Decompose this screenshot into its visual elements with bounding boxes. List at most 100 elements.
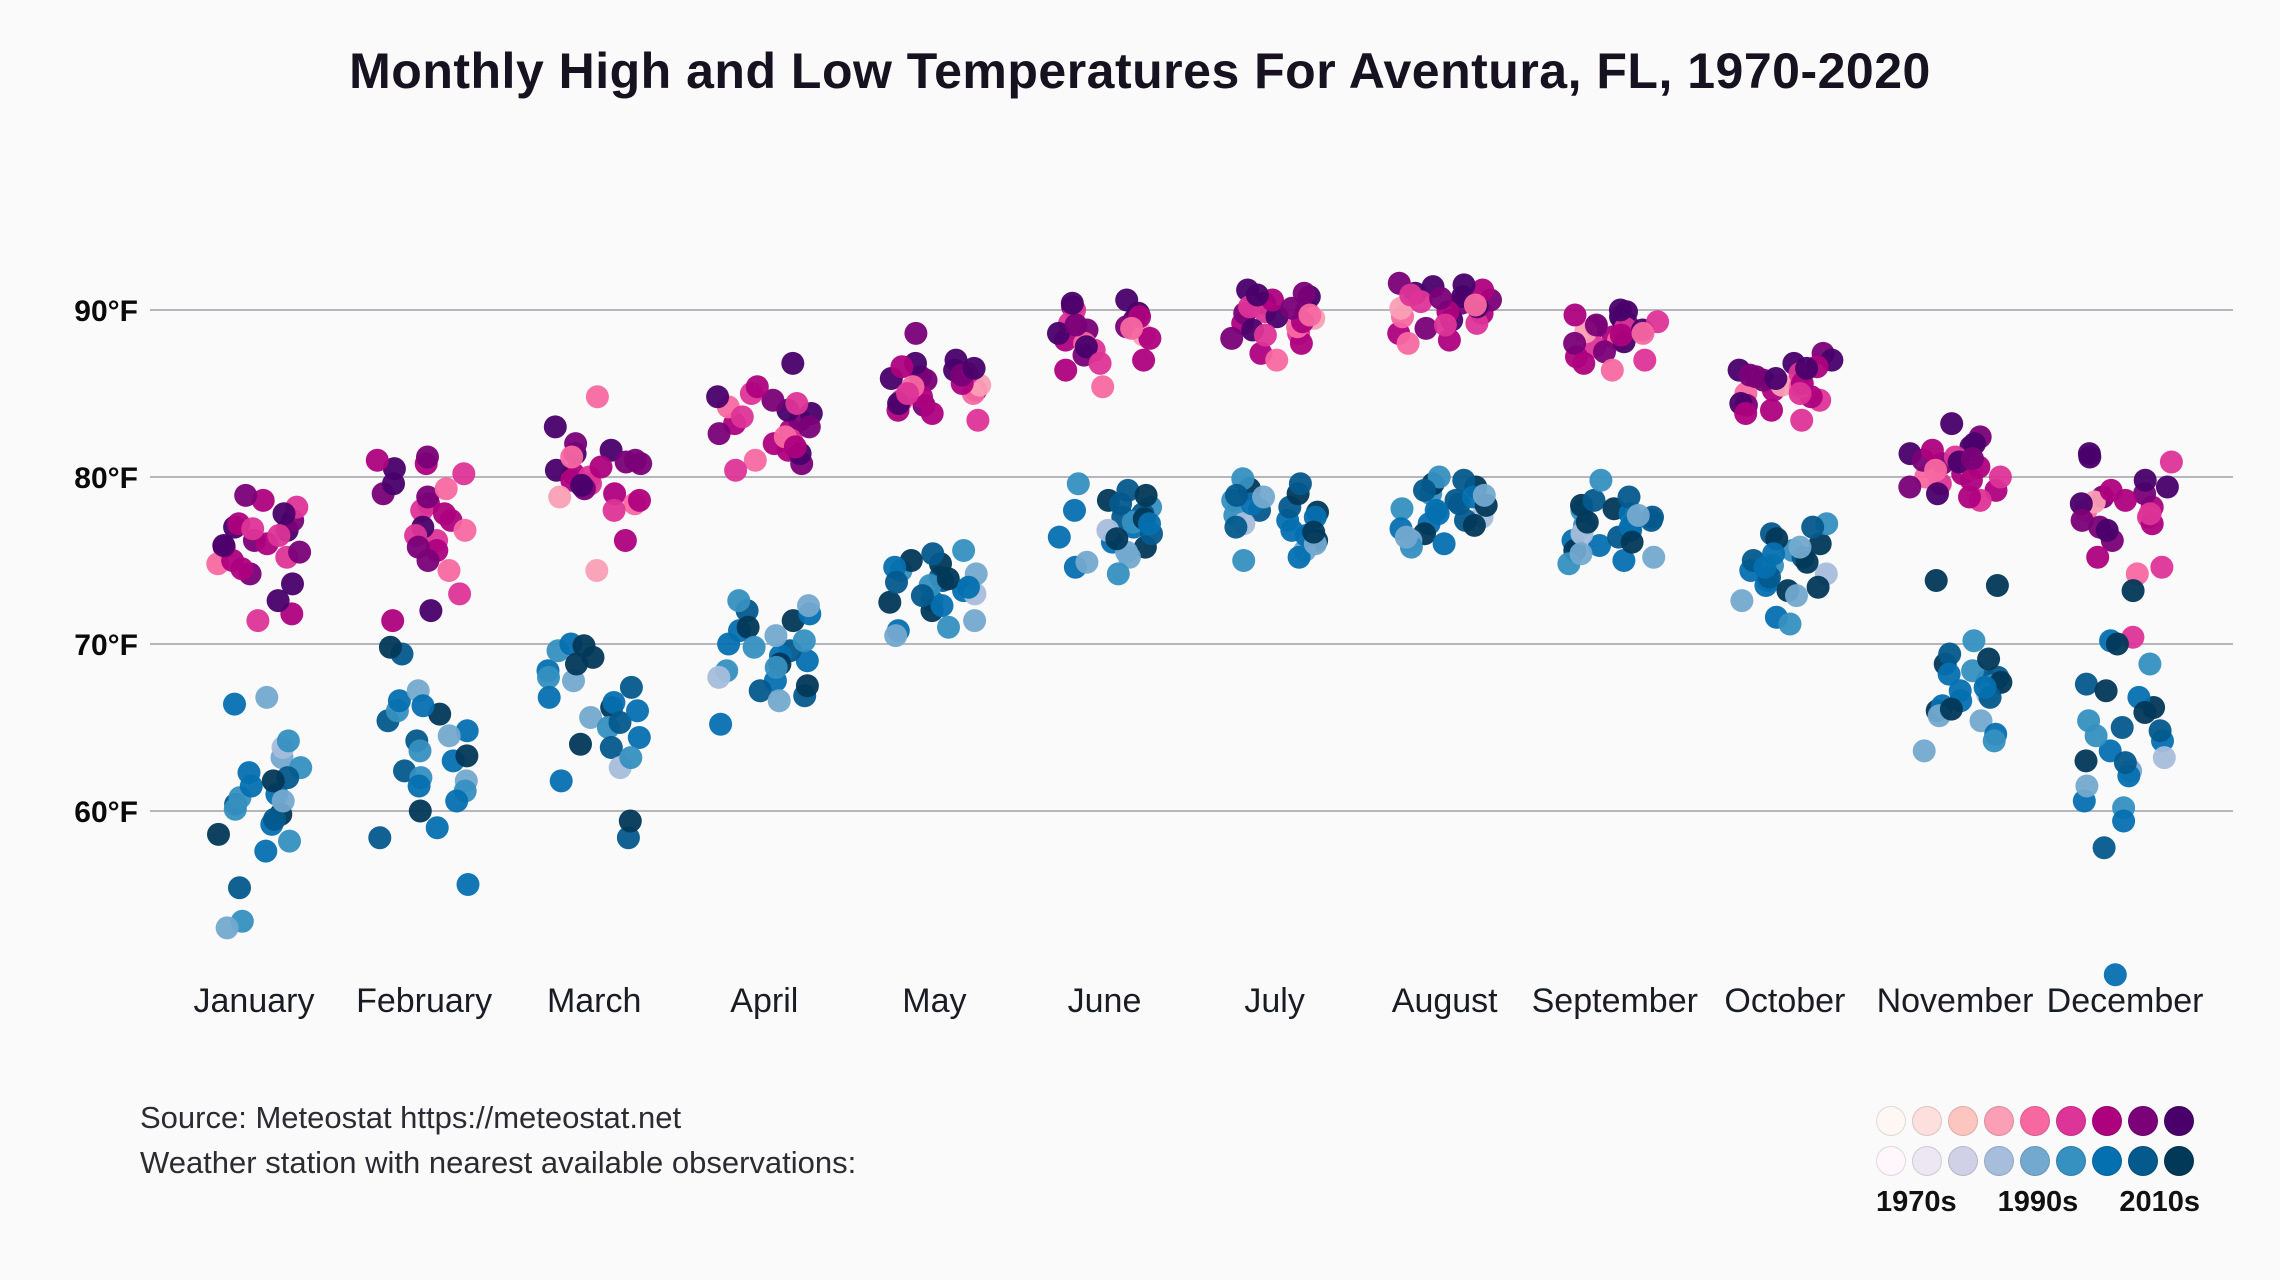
x-axis-label: August — [1392, 982, 1498, 1020]
legend-low-swatch — [2092, 1146, 2122, 1176]
data-point-high — [1920, 438, 1944, 462]
data-point-low — [368, 826, 392, 850]
data-point-low — [2075, 774, 2099, 798]
data-point-high — [448, 582, 472, 606]
y-axis-tick-label: 70°F — [74, 629, 138, 662]
data-point-low — [1427, 465, 1451, 489]
data-point-low — [2074, 749, 2098, 773]
data-point-low — [937, 615, 960, 639]
legend-low-swatch — [2020, 1146, 2050, 1176]
data-point-high — [1795, 356, 1819, 380]
data-point-high — [1788, 382, 1812, 405]
data-point-low — [795, 649, 819, 673]
data-point-high — [1132, 348, 1156, 372]
data-point-low — [619, 746, 643, 770]
data-point-low — [792, 629, 816, 653]
data-point-high — [2095, 518, 2119, 542]
data-point-high — [743, 448, 767, 472]
data-point-high — [406, 535, 430, 559]
data-point-low — [626, 699, 649, 723]
legend-low-swatch — [1984, 1146, 2014, 1176]
data-point-low — [616, 826, 640, 850]
data-point-low — [1109, 492, 1133, 516]
data-point-low — [1432, 532, 1456, 556]
data-point-low — [228, 876, 251, 900]
legend-high-swatch — [2128, 1106, 2158, 1136]
data-point-high — [416, 485, 440, 509]
data-point-high — [2069, 492, 2093, 516]
legend-label-1990s: 1990s — [1997, 1186, 2079, 1218]
data-point-high — [1091, 375, 1115, 399]
legend-low-color-scale — [1876, 1146, 2200, 1176]
data-point-low — [1589, 468, 1613, 492]
data-point-low — [1626, 503, 1650, 527]
data-point-low — [619, 675, 643, 699]
legend: 1970s 1990s 2010s — [1876, 1106, 2200, 1219]
data-point-high — [904, 321, 928, 345]
data-point-high — [365, 448, 389, 472]
y-axis-tick-label: 90°F — [74, 295, 138, 328]
data-point-low — [1444, 488, 1468, 512]
data-point-high — [962, 356, 986, 380]
data-point-low — [1785, 584, 1808, 608]
data-point-low — [2121, 579, 2145, 603]
data-point-low — [885, 570, 908, 594]
data-point-low — [2112, 809, 2136, 833]
data-point-low — [537, 665, 560, 689]
data-point-high — [1429, 286, 1453, 310]
data-point-high — [890, 355, 914, 379]
data-point-high — [2150, 555, 2174, 579]
source-note: Source: Meteostat https://meteostat.net … — [140, 1096, 856, 1186]
data-point-high — [1734, 402, 1758, 425]
data-point-low — [608, 711, 632, 734]
data-point-high — [603, 482, 627, 506]
data-point-low — [271, 789, 295, 813]
data-point-low — [254, 839, 278, 863]
data-point-low — [1806, 575, 1830, 599]
data-point-low — [599, 736, 623, 759]
data-point-high — [1608, 298, 1632, 322]
data-point-low — [1390, 497, 1414, 521]
data-point-low — [1801, 515, 1825, 539]
data-point-high — [1463, 293, 1487, 317]
data-point-low — [579, 706, 603, 729]
data-point-low — [1938, 642, 1962, 666]
data-point-high — [2070, 508, 2094, 532]
data-point-high — [1433, 313, 1457, 337]
data-point-low — [1134, 483, 1158, 507]
data-point-low — [1288, 472, 1312, 496]
data-point-low — [1569, 542, 1593, 566]
data-point-high — [2113, 488, 2137, 512]
data-point-low — [1462, 513, 1486, 537]
x-axis-label: June — [1068, 982, 1142, 1020]
data-point-low — [952, 539, 976, 562]
data-point-high — [1960, 447, 1984, 471]
data-point-high — [589, 455, 613, 479]
data-point-low — [1612, 549, 1636, 572]
legend-high-swatch — [2020, 1106, 2050, 1136]
data-point-high — [241, 517, 265, 541]
data-point-low — [1588, 534, 1611, 557]
data-point-high — [2077, 442, 2101, 466]
legend-low-swatch — [1876, 1146, 1906, 1176]
data-point-low — [1075, 550, 1099, 574]
data-point-low — [736, 615, 760, 639]
data-point-high — [920, 402, 944, 425]
data-point-high — [452, 462, 476, 486]
data-point-low — [1642, 545, 1666, 569]
data-point-low — [2105, 632, 2129, 656]
data-point-low — [437, 724, 461, 748]
data-point-high — [272, 502, 296, 526]
data-point-high — [614, 450, 638, 474]
data-point-low — [1232, 549, 1256, 572]
data-point-low — [742, 635, 766, 659]
data-point-low — [569, 732, 592, 756]
data-point-high — [1988, 465, 2012, 489]
data-point-low — [1413, 478, 1436, 502]
data-point-low — [223, 692, 246, 716]
data-point-high — [1926, 482, 1949, 506]
data-point-low — [2138, 652, 2162, 676]
data-point-high — [781, 351, 805, 375]
data-point-low — [1106, 562, 1130, 586]
data-point-low — [215, 916, 239, 940]
